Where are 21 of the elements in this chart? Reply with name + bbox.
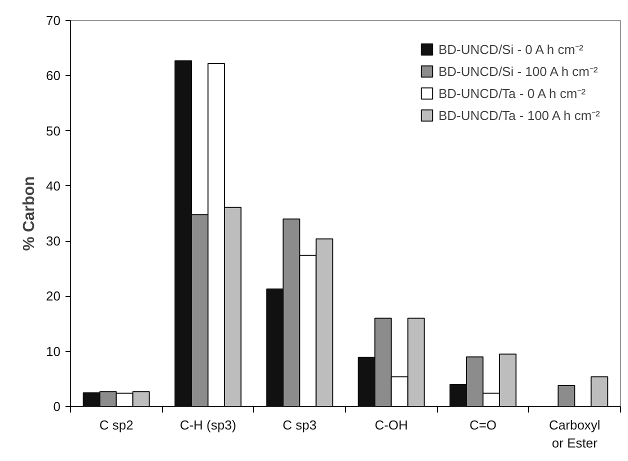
x-tick-label: C sp3 <box>282 418 317 432</box>
y-tick-label: 40 <box>46 178 61 194</box>
y-tick-label: 0 <box>53 399 61 414</box>
legend-label: BD-UNCD/Si - 0 A h cm⁻² <box>438 41 584 58</box>
legend-label: BD-UNCD/Ta - 100 A h cm⁻² <box>438 107 600 124</box>
x-tick-label: C=O <box>469 418 497 432</box>
y-tick-label: 70 <box>46 13 61 28</box>
y-tick-label: 20 <box>46 288 61 304</box>
x-tick-label: C-OH <box>374 418 408 432</box>
y-tick-label: 60 <box>46 68 61 84</box>
y-axis-title: % Carbon <box>21 176 38 251</box>
x-tick-label: C sp2 <box>99 418 134 432</box>
y-tick-label: 50 <box>46 123 61 138</box>
x-tick-label: Carboxyl or Ester <box>549 418 600 450</box>
x-tick-label: C-H (sp3) <box>180 418 236 432</box>
legend-label: BD-UNCD/Si - 100 A h cm⁻² <box>438 63 598 80</box>
bar <box>590 376 608 406</box>
y-tick-label: 10 <box>46 344 61 359</box>
y-tick-label: 30 <box>46 234 61 249</box>
legend-label: BD-UNCD/Ta - 0 A h cm⁻² <box>438 85 586 102</box>
bar <box>558 385 576 406</box>
